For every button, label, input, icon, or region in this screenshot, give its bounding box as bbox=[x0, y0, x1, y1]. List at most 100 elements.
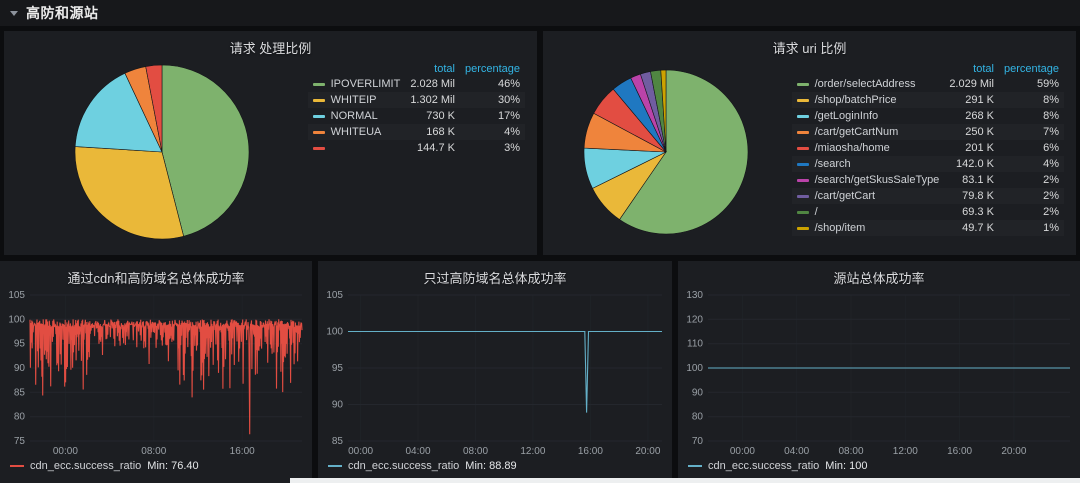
series-color-marker bbox=[688, 465, 702, 467]
panel-title[interactable]: 源站总体成功率 bbox=[833, 271, 925, 286]
pie-legend: total percentage IPOVERLIMIT 2.028 Mil 46% WH… bbox=[308, 62, 525, 156]
legend-row[interactable]: /shop/item 49.7 K 1% bbox=[792, 220, 1064, 236]
legend-row[interactable]: /shop/batchPrice 291 K 8% bbox=[792, 92, 1064, 108]
legend-total: 2.028 Mil bbox=[410, 78, 455, 90]
pie-slice-9[interactable] bbox=[660, 69, 667, 153]
legend-label: /search/getSkusSaleType bbox=[814, 174, 940, 186]
x-tick-label: 20:00 bbox=[635, 446, 660, 457]
legend-row[interactable]: WHITEIP 1.302 Mil 30% bbox=[308, 92, 525, 108]
legend-row[interactable]: /getLoginInfo 268 K 8% bbox=[792, 108, 1064, 124]
pie-legend-table: total percentage/order/selectAddress 2.029… bbox=[792, 62, 1064, 236]
panel-title[interactable]: 通过cdn和高防域名总体成功率 bbox=[67, 271, 245, 286]
y-tick-label: 75 bbox=[14, 436, 26, 447]
series-color-marker bbox=[796, 146, 809, 150]
series-name[interactable]: cdn_ecc.success_ratio bbox=[708, 460, 820, 472]
series-color-marker bbox=[312, 146, 325, 150]
y-tick-label: 85 bbox=[14, 387, 26, 398]
legend-row[interactable]: IPOVERLIMIT 2.028 Mil 46% bbox=[308, 76, 525, 92]
legend-percentage: 7% bbox=[1043, 126, 1059, 138]
legend-row[interactable]: /search 142.0 K 4% bbox=[792, 156, 1064, 172]
legend-row[interactable]: /order/selectAddress 2.029 Mil 59% bbox=[792, 76, 1064, 92]
panel-title[interactable]: 请求 uri 比例 bbox=[772, 41, 847, 56]
legend-col-percentage[interactable]: percentage bbox=[1003, 63, 1059, 75]
legend-label-cell: /shop/item bbox=[792, 220, 945, 236]
y-tick-label: 130 bbox=[686, 290, 703, 301]
x-tick-label: 16:00 bbox=[947, 446, 972, 457]
legend-total: 291 K bbox=[965, 94, 994, 106]
graph-legend[interactable]: cdn_ecc.success_ratio Min: 100 bbox=[678, 460, 1080, 472]
legend-col-total[interactable]: total bbox=[434, 63, 455, 75]
graph-plot-area[interactable]: 70 80 90 100 110 120 130 00:00 04:00 08:00 12:00 16… bbox=[678, 289, 1080, 457]
panel-origin-success-rate: 源站总体成功率 70 80 90 100 110 120 130 00:00 04:00 08:0… bbox=[678, 261, 1080, 483]
panel-title[interactable]: 请求 处理比例 bbox=[229, 41, 312, 56]
legend-col-label bbox=[308, 62, 406, 76]
x-tick-label: 16:00 bbox=[578, 446, 603, 457]
series-name[interactable]: cdn_ecc.success_ratio bbox=[348, 460, 460, 472]
x-tick-label: 04:00 bbox=[405, 446, 430, 457]
legend-label: / bbox=[814, 206, 818, 218]
series-line bbox=[348, 330, 662, 413]
legend-total: 2.029 Mil bbox=[949, 78, 994, 90]
x-tick-label: 20:00 bbox=[1001, 446, 1026, 457]
y-tick-label: 95 bbox=[332, 363, 344, 374]
graph-plot-area[interactable]: 85 90 95 100 105 00:00 04:00 08:00 12:00 16:00 20:… bbox=[318, 289, 672, 457]
legend-header-row: total percentage bbox=[792, 62, 1064, 76]
legend-row[interactable]: 144.7 K 3% bbox=[308, 140, 525, 156]
series-color-marker bbox=[10, 465, 24, 467]
y-tick-label: 90 bbox=[692, 387, 704, 398]
pie-chart-svg bbox=[74, 64, 250, 240]
series-line bbox=[29, 319, 303, 435]
graph-legend[interactable]: cdn_ecc.success_ratio Min: 76.40 bbox=[0, 460, 312, 472]
legend-percentage: 8% bbox=[1043, 94, 1059, 106]
pie-slice-1[interactable] bbox=[74, 146, 185, 240]
series-color-marker bbox=[312, 98, 325, 102]
row-title: 高防和源站 bbox=[26, 5, 99, 21]
pie-panel-body: total percentage IPOVERLIMIT 2.028 Mil 46% WH… bbox=[4, 57, 537, 247]
legend-row[interactable]: / 69.3 K 2% bbox=[792, 204, 1064, 220]
legend-row[interactable]: /cart/getCart 79.8 K 2% bbox=[792, 188, 1064, 204]
x-tick-label: 04:00 bbox=[784, 446, 809, 457]
pie-legend-table: total percentage IPOVERLIMIT 2.028 Mil 46% WH… bbox=[308, 62, 525, 156]
graph-plot-area[interactable]: 75 80 85 90 95 100 105 00:00 08:00 16:00 bbox=[0, 289, 312, 457]
panel-cdn-and-gaofang-success-rate: 通过cdn和高防域名总体成功率 75 80 85 90 95 100 105 00:00 08:… bbox=[0, 261, 312, 483]
legend-label: /cart/getCartNum bbox=[814, 126, 899, 138]
legend-label-cell: /order/selectAddress bbox=[792, 76, 945, 92]
legend-col-total[interactable]: total bbox=[973, 63, 994, 75]
panel-request-handling-ratio: 请求 处理比例 total percentage IPOVERLIMIT 2.028 … bbox=[4, 31, 537, 255]
pie-slice-2[interactable] bbox=[74, 72, 163, 153]
x-tick-label: 08:00 bbox=[463, 446, 488, 457]
pie-slice-0[interactable] bbox=[161, 64, 250, 237]
graph-legend[interactable]: cdn_ecc.success_ratio Min: 88.89 bbox=[318, 460, 672, 472]
panel-title[interactable]: 只过高防域名总体成功率 bbox=[423, 271, 567, 286]
legend-col-percentage[interactable]: percentage bbox=[464, 63, 520, 75]
legend-label: WHITEUA bbox=[330, 126, 382, 138]
pie-chart bbox=[583, 69, 749, 235]
time-series-svg: 75 80 85 90 95 100 105 00:00 08:00 16:00 bbox=[8, 290, 303, 457]
x-tick-label: 12:00 bbox=[520, 446, 545, 457]
x-tick-label: 00:00 bbox=[53, 446, 78, 457]
legend-row[interactable]: WHITEUA 168 K 4% bbox=[308, 124, 525, 140]
series-color-marker bbox=[796, 114, 809, 118]
legend-label-cell: /search/getSkusSaleType bbox=[792, 172, 945, 188]
time-series-svg: 70 80 90 100 110 120 130 00:00 04:00 08:00 12:00 16… bbox=[686, 290, 1070, 457]
legend-label: /order/selectAddress bbox=[814, 78, 916, 90]
series-color-marker bbox=[796, 98, 809, 102]
legend-label: /shop/item bbox=[814, 222, 866, 234]
series-color-marker bbox=[796, 162, 809, 166]
legend-row[interactable]: NORMAL 730 K 17% bbox=[308, 108, 525, 124]
legend-total: 250 K bbox=[965, 126, 994, 138]
pie-slice-0[interactable] bbox=[619, 69, 749, 235]
dashboard-row-header[interactable]: 高防和源站 bbox=[0, 0, 1080, 26]
y-tick-label: 80 bbox=[14, 412, 26, 423]
series-name[interactable]: cdn_ecc.success_ratio bbox=[30, 460, 142, 472]
legend-percentage: 4% bbox=[504, 126, 520, 138]
legend-row[interactable]: /search/getSkusSaleType 83.1 K 2% bbox=[792, 172, 1064, 188]
legend-label-cell: WHITEUA bbox=[308, 124, 406, 140]
pie-chart-svg bbox=[583, 69, 749, 235]
bottom-panels-row: 通过cdn和高防域名总体成功率 75 80 85 90 95 100 105 00:00 08:… bbox=[0, 261, 1080, 483]
y-tick-label: 85 bbox=[332, 436, 344, 447]
legend-row[interactable]: /miaosha/home 201 K 6% bbox=[792, 140, 1064, 156]
legend-row[interactable]: /cart/getCartNum 250 K 7% bbox=[792, 124, 1064, 140]
legend-total: 168 K bbox=[426, 126, 455, 138]
pie-slice-4[interactable] bbox=[145, 64, 163, 153]
